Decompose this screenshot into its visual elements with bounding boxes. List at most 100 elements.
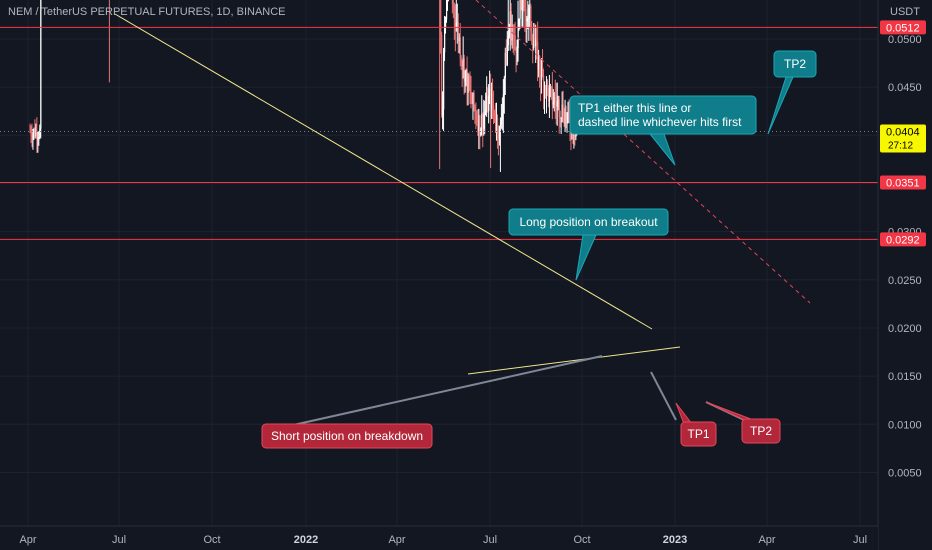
candle	[467, 72, 469, 106]
candle-body	[560, 117, 562, 119]
candle-body	[552, 102, 555, 105]
candle	[477, 109, 479, 136]
candle-body	[559, 117, 561, 119]
callout-box	[261, 423, 433, 449]
candle	[561, 91, 563, 123]
candle	[456, 3, 458, 44]
price-level-tag: 0.0292	[880, 232, 926, 247]
x-tick-label: Jul	[853, 534, 867, 546]
candle-body	[517, 21, 519, 49]
candle	[538, 49, 540, 78]
candle-body	[453, 6, 456, 19]
candle-body	[558, 99, 560, 118]
candle	[495, 102, 498, 141]
candle	[463, 54, 465, 95]
candle	[455, 0, 457, 32]
candle-body	[461, 62, 463, 67]
candle-body	[463, 58, 465, 82]
y-tick-label: 0.0500	[888, 34, 922, 46]
candle-body	[507, 36, 509, 46]
candle-body	[566, 113, 568, 120]
candle	[557, 95, 559, 111]
candle-body	[474, 107, 476, 112]
candle	[513, 23, 515, 56]
candle	[510, 3, 512, 46]
candle	[540, 59, 542, 102]
candle-body	[445, 19, 447, 27]
candle-body	[502, 94, 505, 113]
candle	[528, 4, 530, 41]
candle	[498, 125, 501, 146]
candle-body	[470, 91, 472, 100]
candle	[464, 70, 466, 93]
candle	[562, 90, 564, 123]
candle	[453, 2, 456, 40]
candle	[552, 89, 555, 109]
candle-body	[522, 0, 524, 8]
callout-box	[680, 421, 717, 447]
candle-body	[562, 104, 564, 119]
callout-text: Long position on breakout	[519, 215, 658, 229]
candle-body	[485, 108, 487, 113]
current-price-value: 0.0404	[886, 126, 920, 138]
candle-body	[462, 58, 464, 67]
candle-body	[443, 52, 445, 110]
candle	[560, 117, 562, 134]
candle	[468, 74, 470, 92]
candle-body	[556, 101, 558, 107]
y-axis: USDT0.10500.10000.09500.09000.08500.0800…	[877, 0, 932, 550]
candle	[529, 0, 531, 28]
candle	[530, 3, 532, 41]
candle	[558, 95, 560, 134]
candle	[470, 75, 472, 109]
candle-body	[473, 93, 475, 108]
candle	[542, 49, 544, 78]
candle-body	[481, 113, 483, 130]
x-tick-label: Oct	[203, 534, 220, 546]
current-price-tag-bg	[880, 124, 926, 153]
candle-body	[511, 32, 513, 41]
candle	[491, 82, 493, 120]
candle-body	[446, 2, 448, 20]
candle	[34, 119, 36, 139]
candle	[39, 124, 41, 140]
candle	[509, 0, 511, 51]
candle	[574, 134, 576, 146]
candle-body	[440, 0, 442, 35]
candle-body	[486, 95, 488, 109]
candle-body	[38, 136, 40, 139]
candle	[549, 83, 552, 98]
candle-body	[542, 66, 544, 76]
candle	[440, 0, 442, 54]
candle	[460, 55, 462, 71]
candle-body	[500, 119, 503, 124]
candle-body	[564, 111, 566, 125]
candle	[31, 123, 33, 148]
candle-body	[515, 48, 517, 53]
candle-body	[548, 87, 551, 102]
candle-body	[529, 6, 531, 9]
candle	[483, 99, 485, 136]
candle	[479, 114, 481, 150]
candle-body	[513, 35, 515, 37]
callout-text: TP2	[784, 57, 806, 71]
candle-body	[541, 66, 543, 80]
candle-body	[555, 101, 557, 107]
candle-body	[459, 37, 461, 59]
candle	[564, 99, 566, 133]
callout-3: Long position on breakout	[508, 208, 669, 281]
candle	[502, 79, 505, 134]
candle-body	[497, 133, 500, 140]
candle	[525, 0, 527, 43]
candle-body	[36, 130, 38, 140]
candle	[532, 34, 534, 64]
candle	[481, 95, 483, 136]
y-tick-label: 0.0200	[888, 323, 922, 335]
grid-lines	[0, 0, 878, 526]
candle-body	[495, 119, 497, 126]
candle-body	[536, 39, 538, 42]
candle-body	[466, 69, 468, 93]
x-axis-bg	[0, 526, 878, 550]
